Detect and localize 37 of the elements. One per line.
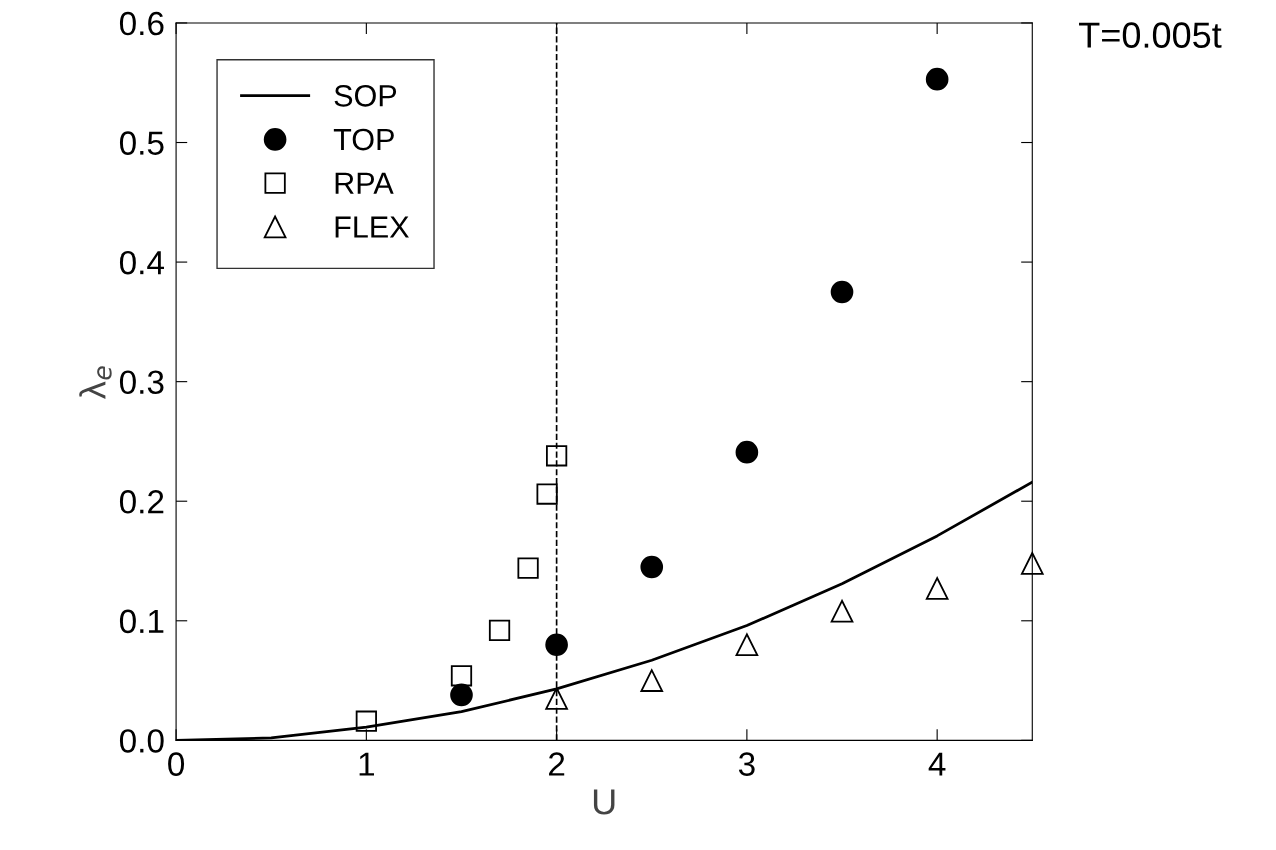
point [536, 483, 558, 505]
point [355, 710, 377, 732]
legend-label: FLEX [335, 216, 409, 238]
x-tick-label: 3 [738, 752, 755, 776]
point [1020, 552, 1044, 575]
legend-label: TOP [333, 128, 394, 151]
x-tick-label: 4 [928, 752, 946, 776]
x-tick-label: 2 [549, 752, 565, 776]
point [517, 557, 539, 579]
point [488, 619, 511, 641]
point [830, 280, 854, 304]
y-tick-label: 0.2 [119, 490, 164, 514]
point [545, 633, 568, 657]
point [640, 555, 664, 579]
x-tick-label: 1 [359, 752, 374, 776]
y-tick-label: 0.4 [119, 250, 165, 275]
point [830, 599, 854, 623]
point [450, 683, 473, 707]
point [545, 687, 568, 710]
y-tick-label: 0.0 [119, 729, 164, 753]
point [640, 669, 664, 692]
y-tick-label: 0.1 [119, 609, 164, 634]
y-tick-label: 0.5 [119, 131, 164, 155]
point [545, 445, 568, 467]
x-axis-title: U [593, 789, 615, 815]
point [925, 67, 949, 91]
y-tick-label: 0.3 [119, 370, 164, 395]
legend-label: RPA [335, 172, 394, 194]
y-axis-title: λ$_{e}$ [79, 366, 112, 399]
x-tick-label: 0 [168, 752, 185, 776]
point [925, 577, 949, 600]
point [735, 633, 759, 657]
point [450, 665, 473, 687]
y-tick-label: 0.6 [119, 11, 164, 36]
point [735, 440, 759, 464]
text: T=0.005t [1079, 22, 1222, 48]
legend-label: SOP [334, 85, 397, 107]
